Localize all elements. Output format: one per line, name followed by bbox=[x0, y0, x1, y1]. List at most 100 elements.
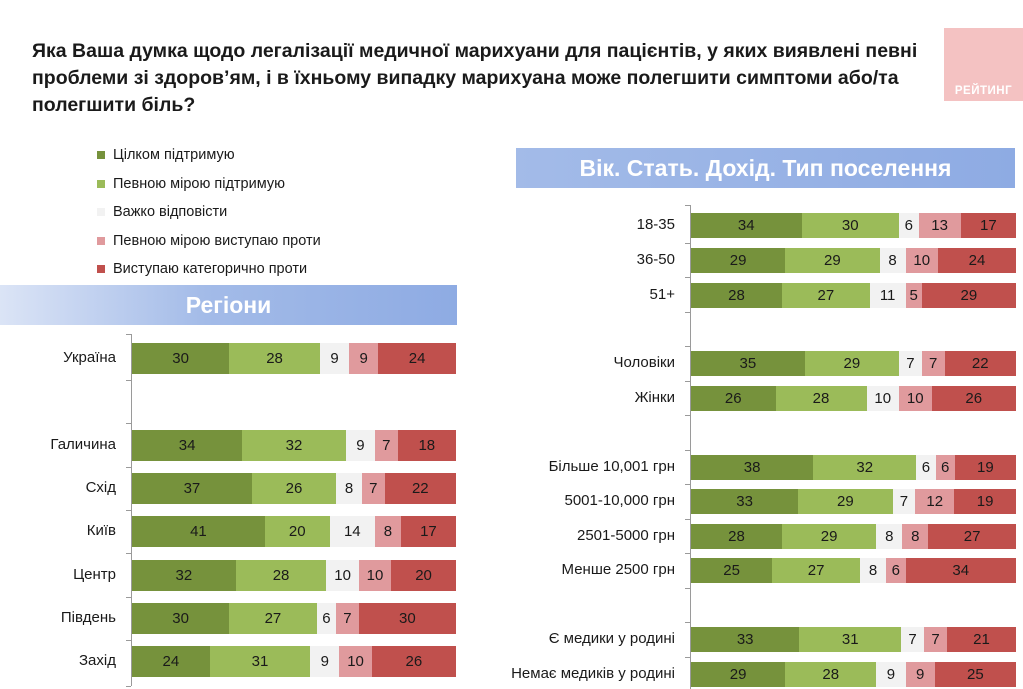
bar-segment: 10 bbox=[905, 247, 938, 273]
bar-segment: 31 bbox=[799, 626, 902, 652]
bar-segment: 7 bbox=[921, 350, 945, 376]
axis-tick bbox=[126, 553, 131, 554]
legend: Цілком підтримую Певною мірою підтримую Ва… bbox=[97, 141, 321, 284]
bar-segment: 10 bbox=[866, 385, 899, 411]
regions-banner: Регіони bbox=[0, 285, 457, 325]
bar-segment: 33 bbox=[691, 626, 800, 652]
axis-tick bbox=[126, 334, 131, 335]
legend-swatch bbox=[97, 236, 105, 245]
category-axis bbox=[131, 334, 132, 686]
bar-segment: 9 bbox=[905, 661, 935, 687]
legend-item: Певною мірою підтримую bbox=[97, 170, 321, 199]
stacked-bar: 38 32 6 6 19 bbox=[691, 454, 1016, 480]
bar-segment: 37 bbox=[132, 472, 252, 504]
bar-segment: 9 bbox=[345, 429, 375, 461]
axis-tick bbox=[126, 640, 131, 641]
row-label: Південь bbox=[60, 609, 116, 626]
bar-segment: 19 bbox=[954, 488, 1016, 514]
bar-segment: 7 bbox=[362, 472, 385, 504]
bar-segment: 18 bbox=[397, 429, 456, 461]
bar-segment: 7 bbox=[374, 429, 398, 461]
axis-tick bbox=[685, 381, 690, 382]
bar-segment: 34 bbox=[132, 429, 243, 461]
bar-segment: 30 bbox=[358, 602, 456, 634]
stacked-bar: 29 29 8 10 24 bbox=[691, 247, 1016, 273]
bar-segment: 13 bbox=[918, 212, 961, 238]
axis-tick bbox=[685, 519, 690, 520]
bar-segment: 38 bbox=[691, 454, 814, 480]
bar-segment: 27 bbox=[928, 523, 1016, 549]
bar-segment: 22 bbox=[944, 350, 1016, 376]
bar-segment: 27 bbox=[772, 557, 860, 583]
row-label: Схід bbox=[85, 479, 116, 496]
bar-segment: 9 bbox=[310, 645, 340, 677]
bar-segment: 27 bbox=[782, 282, 870, 308]
legend-label: Певною мірою підтримую bbox=[113, 175, 285, 192]
axis-tick bbox=[685, 243, 690, 244]
bar-segment: 9 bbox=[876, 661, 906, 687]
bar-segment: 28 bbox=[691, 523, 782, 549]
axis-tick bbox=[685, 346, 690, 347]
axis-tick bbox=[685, 312, 690, 313]
bar-segment: 29 bbox=[798, 488, 893, 514]
stacked-bar: 34 30 6 13 17 bbox=[691, 212, 1016, 238]
stacked-bar: 25 27 8 6 34 bbox=[691, 557, 1016, 583]
bar-segment: 28 bbox=[785, 661, 877, 687]
row-label: 51+ bbox=[649, 286, 675, 303]
bar-segment: 11 bbox=[869, 282, 906, 308]
axis-tick bbox=[685, 588, 690, 589]
axis-tick bbox=[126, 510, 131, 511]
bar-segment: 30 bbox=[132, 342, 230, 374]
bar-segment: 6 bbox=[899, 212, 919, 238]
stacked-bar: 33 29 7 12 19 bbox=[691, 488, 1016, 514]
bar-segment: 10 bbox=[899, 385, 932, 411]
bar-segment: 25 bbox=[934, 661, 1016, 687]
bar-segment: 25 bbox=[691, 557, 773, 583]
bar-segment: 28 bbox=[229, 342, 320, 374]
row-label: Є медики у родині bbox=[548, 630, 675, 647]
bar-segment: 26 bbox=[251, 472, 337, 504]
bar-segment: 19 bbox=[954, 454, 1016, 480]
bar-segment: 31 bbox=[209, 645, 311, 677]
stacked-bar: 26 28 10 10 26 bbox=[691, 385, 1016, 411]
legend-label: Важко відповісти bbox=[113, 204, 228, 221]
bar-segment: 6 bbox=[935, 454, 955, 480]
bar-segment: 24 bbox=[132, 645, 210, 677]
bar-segment: 8 bbox=[336, 472, 363, 504]
chart-title: Яка Ваша думка щодо легалізації медичної… bbox=[32, 40, 918, 116]
legend-item: Цілком підтримую bbox=[97, 141, 321, 170]
bar-segment: 34 bbox=[691, 212, 802, 238]
bar-segment: 6 bbox=[316, 602, 337, 634]
row-label: Галичина bbox=[50, 436, 116, 453]
row-label: Центр bbox=[73, 566, 116, 583]
legend-item: Певною мірою виступаю проти bbox=[97, 227, 321, 256]
stacked-bar: 29 28 9 9 25 bbox=[691, 661, 1016, 687]
bar-segment: 24 bbox=[378, 342, 456, 374]
stacked-bar: 30 27 6 7 30 bbox=[132, 602, 456, 634]
bar-segment: 29 bbox=[785, 247, 880, 273]
row-label: Немає медиків у родині bbox=[511, 665, 675, 682]
axis-tick bbox=[126, 380, 131, 381]
legend-swatch bbox=[97, 151, 105, 160]
legend-label: Виступаю категорично проти bbox=[113, 261, 308, 278]
bar-segment: 29 bbox=[691, 661, 786, 687]
stacked-bar: 30 28 9 9 24 bbox=[132, 342, 456, 374]
stacked-bar: 37 26 8 7 22 bbox=[132, 472, 456, 504]
bar-segment: 26 bbox=[691, 385, 776, 411]
bar-segment: 27 bbox=[229, 602, 317, 634]
row-label: Чоловіки bbox=[613, 354, 675, 371]
axis-tick bbox=[126, 467, 131, 468]
row-label: Більше 10,001 грн bbox=[548, 458, 675, 475]
axis-tick bbox=[685, 622, 690, 623]
bar-segment: 6 bbox=[916, 454, 936, 480]
row-label: Захід bbox=[79, 652, 116, 669]
bar-segment: 26 bbox=[931, 385, 1016, 411]
row-label: 36-50 bbox=[636, 251, 675, 268]
stacked-bar: 32 28 10 10 20 bbox=[132, 559, 456, 591]
bar-segment: 6 bbox=[886, 557, 906, 583]
axis-tick bbox=[126, 597, 131, 598]
legend-item: Виступаю категорично проти bbox=[97, 255, 321, 284]
rating-logo: РЕЙТИНГ bbox=[944, 28, 1023, 101]
bar-segment: 32 bbox=[813, 454, 917, 480]
axis-tick bbox=[126, 686, 131, 687]
